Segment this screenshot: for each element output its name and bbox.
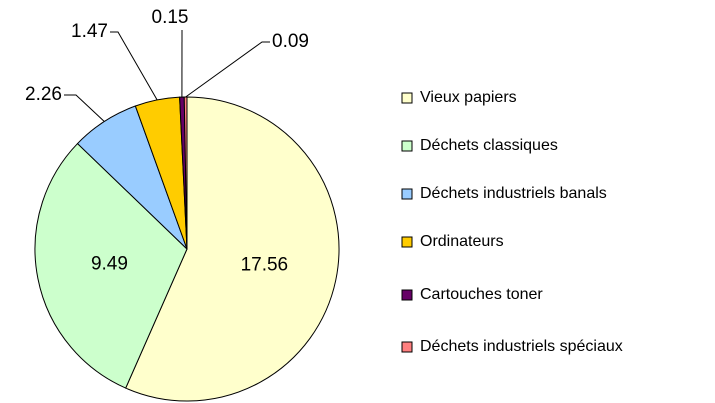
legend-label: Déchets industriels banals	[420, 185, 607, 202]
legend-label: Déchets classiques	[420, 137, 558, 154]
legend-label: Vieux papiers	[420, 89, 517, 106]
data-label: 0.09	[272, 31, 309, 52]
data-label: 0.15	[152, 7, 189, 28]
leader-line	[64, 94, 105, 122]
legend-swatch	[401, 92, 413, 104]
legend-swatch	[401, 188, 413, 200]
legend-swatch	[401, 140, 413, 152]
legend-swatch	[401, 236, 413, 248]
legend-label: Cartouches toner	[420, 286, 543, 303]
legend-label: Ordinateurs	[420, 233, 504, 250]
data-label: 17.56	[241, 254, 289, 275]
pie-slice	[125, 96, 340, 402]
leader-line	[185, 41, 270, 98]
pie-slice	[183, 96, 188, 250]
leader-line	[110, 31, 158, 101]
pie-slice	[34, 142, 188, 389]
legend-swatch	[401, 289, 413, 301]
data-label: 9.49	[91, 253, 128, 274]
data-label: 1.47	[71, 21, 108, 42]
legend-label: Déchets industriels spéciaux	[420, 338, 623, 355]
legend-swatch	[401, 341, 413, 353]
data-label: 2.26	[25, 84, 62, 105]
